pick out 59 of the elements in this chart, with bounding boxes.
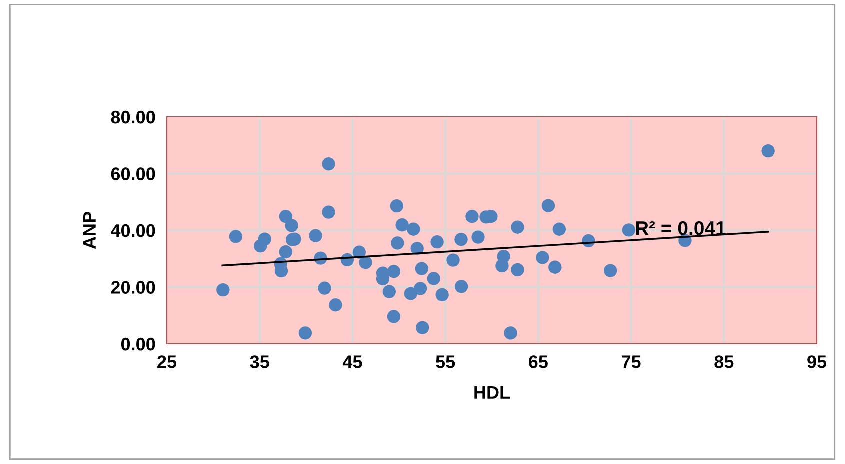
point [622,224,636,237]
point [391,236,404,250]
x-tick-label: 25 [158,356,177,368]
point [396,218,409,232]
x-tick-label: 95 [808,356,827,368]
point [454,280,468,294]
x-tick-label: 55 [436,356,456,368]
point [430,236,444,249]
point [216,284,230,297]
y-tick-label: 60.00 [111,168,156,180]
point [309,229,322,242]
point [279,245,292,259]
point [329,298,342,312]
point [536,251,550,264]
point [359,256,372,270]
point [382,285,396,298]
annotation: R² = 0.041 [636,221,726,236]
x-tick-label: 35 [250,356,270,368]
point [548,260,562,274]
point [387,265,401,278]
point [472,230,485,244]
point [416,321,430,334]
point [404,287,418,300]
x-tick-label: 45 [342,356,362,368]
point [542,199,556,212]
point [229,230,242,244]
y-tick-label: 20.00 [111,281,156,294]
point [504,326,518,340]
point [322,206,336,219]
point [427,272,440,286]
point [511,220,524,234]
point [552,222,566,236]
point [318,282,332,295]
point [446,254,460,267]
point [762,144,775,158]
point [390,200,404,213]
point [466,210,479,224]
point [436,288,449,302]
point [387,310,401,324]
point [511,263,524,277]
point [496,259,509,273]
point [415,262,428,276]
x-tick-label: 85 [714,356,734,368]
point [279,210,292,224]
y-axis-title: ANP [83,212,96,250]
point [285,219,298,232]
point [258,232,272,246]
x-tick-label: 65 [529,356,548,368]
point [322,158,336,171]
y-tick-label: 0.00 [121,338,156,351]
point [604,264,618,278]
point [407,222,420,236]
y-tick-label: 40.00 [110,224,156,238]
point [298,326,312,340]
y-tick-label: 80.00 [111,110,156,124]
point [454,232,468,246]
x-axis-title: HDL [474,386,510,399]
x-tick-label: 75 [622,356,641,368]
point [414,282,428,296]
